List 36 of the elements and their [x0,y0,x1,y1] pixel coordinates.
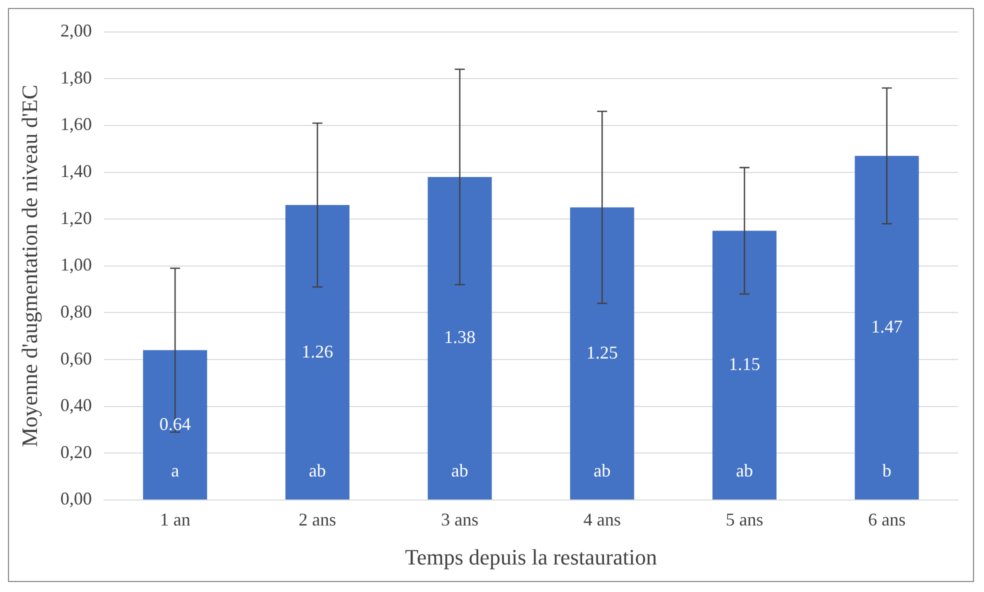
annotation: ab [594,460,611,481]
x-tick-label: 5 ans [726,510,764,530]
annotation: ab [451,460,468,481]
data-label: 1.38 [444,327,476,348]
data-label: 1.47 [871,316,903,337]
x-tick-label: 2 ans [298,510,336,530]
y-tick-label: 2,00 [60,20,92,41]
data-label: 1.25 [586,342,618,362]
bar [712,230,777,500]
y-axis-title: Moyenne d'augmentation de niveau d'EC [16,84,42,448]
annotation: b [882,460,892,481]
y-tick-label: 0,20 [60,442,92,462]
y-tick-label: 0,00 [60,488,92,509]
x-tick-label: 4 ans [583,510,621,530]
annotation: a [171,460,180,481]
x-tick-label: 1 an [160,510,190,530]
bar [285,205,350,500]
bar [570,207,634,500]
annotation: ab [736,460,753,481]
data-label: 1.15 [728,354,760,374]
y-tick-label: 1,60 [60,114,92,134]
bar [854,156,919,500]
y-tick-label: 1,80 [60,67,92,88]
y-tick-label: 1,20 [60,208,92,228]
bar [428,176,492,500]
x-tick-label: 3 ans [441,510,479,530]
y-tick-label: 0,60 [60,348,92,368]
y-tick-label: 1,00 [60,254,92,275]
y-tick-label: 0,40 [60,395,92,416]
bar [143,350,208,500]
data-label: 1.26 [302,341,334,362]
x-axis-title: Temps depuis la restauration [404,544,657,570]
x-tick-label: 6 ans [868,510,906,530]
y-tick-label: 0,80 [60,301,92,322]
y-tick-label: 1,40 [60,160,92,181]
annotation: ab [308,460,326,481]
